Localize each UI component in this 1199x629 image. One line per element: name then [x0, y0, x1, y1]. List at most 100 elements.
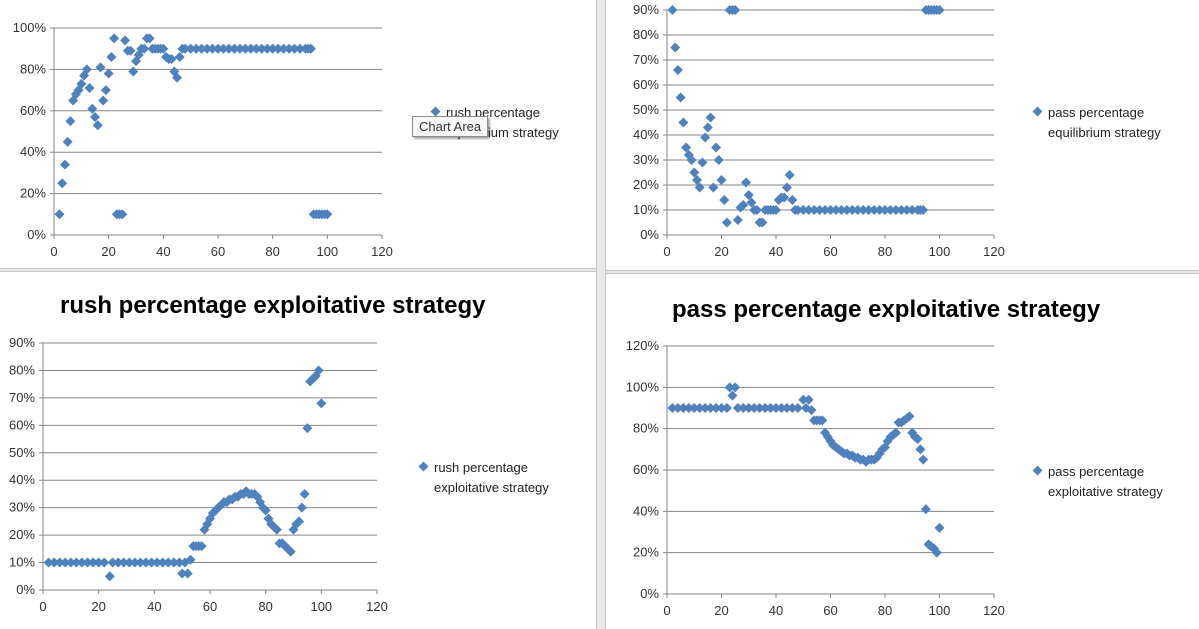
- data-point[interactable]: [792, 403, 803, 413]
- data-point[interactable]: [918, 454, 929, 465]
- data-point[interactable]: [738, 403, 749, 413]
- data-point[interactable]: [57, 178, 68, 189]
- data-point[interactable]: [700, 403, 711, 413]
- data-point[interactable]: [672, 65, 683, 75]
- data-point[interactable]: [735, 202, 746, 213]
- data-point[interactable]: [672, 403, 683, 413]
- data-point[interactable]: [125, 45, 136, 56]
- data-point[interactable]: [223, 43, 234, 54]
- data-point[interactable]: [798, 205, 809, 215]
- data-point[interactable]: [295, 43, 305, 54]
- data-point[interactable]: [912, 434, 923, 444]
- data-point[interactable]: [65, 557, 76, 568]
- data-point[interactable]: [158, 43, 169, 54]
- data-point[interactable]: [49, 557, 60, 568]
- data-point[interactable]: [681, 142, 692, 153]
- data-point[interactable]: [255, 497, 266, 508]
- data-point[interactable]: [140, 557, 151, 568]
- data-point[interactable]: [716, 175, 727, 185]
- data-point[interactable]: [157, 557, 168, 568]
- data-point[interactable]: [100, 85, 111, 96]
- data-point[interactable]: [191, 43, 202, 54]
- data-point[interactable]: [858, 205, 869, 215]
- data-point[interactable]: [124, 557, 135, 568]
- data-point[interactable]: [262, 43, 273, 54]
- data-point[interactable]: [918, 205, 929, 215]
- data-point[interactable]: [667, 5, 678, 15]
- data-point[interactable]: [106, 51, 117, 62]
- data-point[interactable]: [915, 444, 926, 455]
- data-point[interactable]: [781, 403, 792, 413]
- data-point[interactable]: [705, 112, 716, 123]
- data-point[interactable]: [93, 557, 104, 568]
- data-point[interactable]: [128, 66, 139, 77]
- data-point[interactable]: [841, 205, 852, 215]
- data-point[interactable]: [724, 382, 735, 393]
- chart-pass-equilibrium[interactable]: 0% 10% 20% 30% 40% 50% 60% 70% 80% 90% 0 20 40 60 80 10…: [606, 0, 1199, 270]
- data-point[interactable]: [705, 403, 716, 413]
- data-point[interactable]: [727, 390, 738, 401]
- data-point[interactable]: [245, 43, 256, 54]
- data-point[interactable]: [852, 205, 863, 215]
- data-point[interactable]: [904, 411, 915, 422]
- data-point[interactable]: [98, 95, 109, 106]
- data-point[interactable]: [694, 403, 705, 413]
- data-point[interactable]: [249, 488, 260, 499]
- data-point[interactable]: [803, 394, 814, 405]
- data-point[interactable]: [683, 403, 694, 413]
- data-point[interactable]: [240, 43, 251, 54]
- data-point[interactable]: [257, 502, 268, 513]
- data-point[interactable]: [294, 516, 305, 527]
- data-point[interactable]: [207, 43, 218, 54]
- data-point[interactable]: [667, 403, 678, 413]
- data-point[interactable]: [84, 83, 95, 94]
- data-point[interactable]: [185, 554, 196, 565]
- data-point[interactable]: [901, 205, 912, 215]
- data-point[interactable]: [273, 43, 284, 54]
- data-point[interactable]: [798, 394, 809, 405]
- data-point[interactable]: [760, 403, 771, 413]
- data-point[interactable]: [820, 205, 831, 215]
- legend-rush-exploitative[interactable]: rush percentage exploitative strategy: [418, 458, 594, 498]
- data-point[interactable]: [99, 557, 110, 568]
- data-point[interactable]: [284, 43, 295, 54]
- data-point[interactable]: [934, 5, 945, 15]
- data-point[interactable]: [277, 538, 288, 549]
- data-point[interactable]: [765, 403, 776, 413]
- data-point[interactable]: [196, 43, 207, 54]
- data-point[interactable]: [152, 557, 163, 568]
- data-point[interactable]: [757, 217, 768, 228]
- data-point[interactable]: [234, 43, 245, 54]
- data-point[interactable]: [830, 205, 841, 215]
- data-point[interactable]: [716, 403, 727, 413]
- legend-pass-equilibrium[interactable]: pass percentage equilibrium strategy: [1032, 103, 1199, 143]
- data-point[interactable]: [260, 505, 271, 516]
- data-point[interactable]: [90, 112, 100, 123]
- data-point[interactable]: [675, 92, 686, 103]
- data-point[interactable]: [278, 43, 289, 54]
- data-point[interactable]: [678, 117, 689, 128]
- data-point[interactable]: [291, 519, 302, 530]
- data-point[interactable]: [117, 209, 128, 220]
- data-point[interactable]: [271, 524, 282, 535]
- data-point[interactable]: [751, 205, 762, 215]
- data-point[interactable]: [202, 519, 213, 530]
- data-point[interactable]: [202, 43, 213, 54]
- data-point[interactable]: [713, 155, 724, 165]
- data-point[interactable]: [241, 486, 252, 497]
- data-point[interactable]: [670, 42, 681, 53]
- data-point[interactable]: [82, 557, 93, 568]
- data-point[interactable]: [787, 195, 798, 205]
- data-point[interactable]: [313, 365, 324, 376]
- data-point[interactable]: [730, 5, 741, 15]
- data-point[interactable]: [109, 33, 120, 44]
- data-point[interactable]: [213, 43, 223, 54]
- data-point[interactable]: [771, 205, 781, 215]
- data-point[interactable]: [288, 524, 299, 535]
- data-point[interactable]: [678, 403, 689, 413]
- data-point[interactable]: [691, 175, 702, 185]
- data-point[interactable]: [256, 43, 267, 54]
- data-point[interactable]: [697, 157, 708, 168]
- data-point[interactable]: [874, 205, 885, 215]
- data-point[interactable]: [809, 205, 820, 215]
